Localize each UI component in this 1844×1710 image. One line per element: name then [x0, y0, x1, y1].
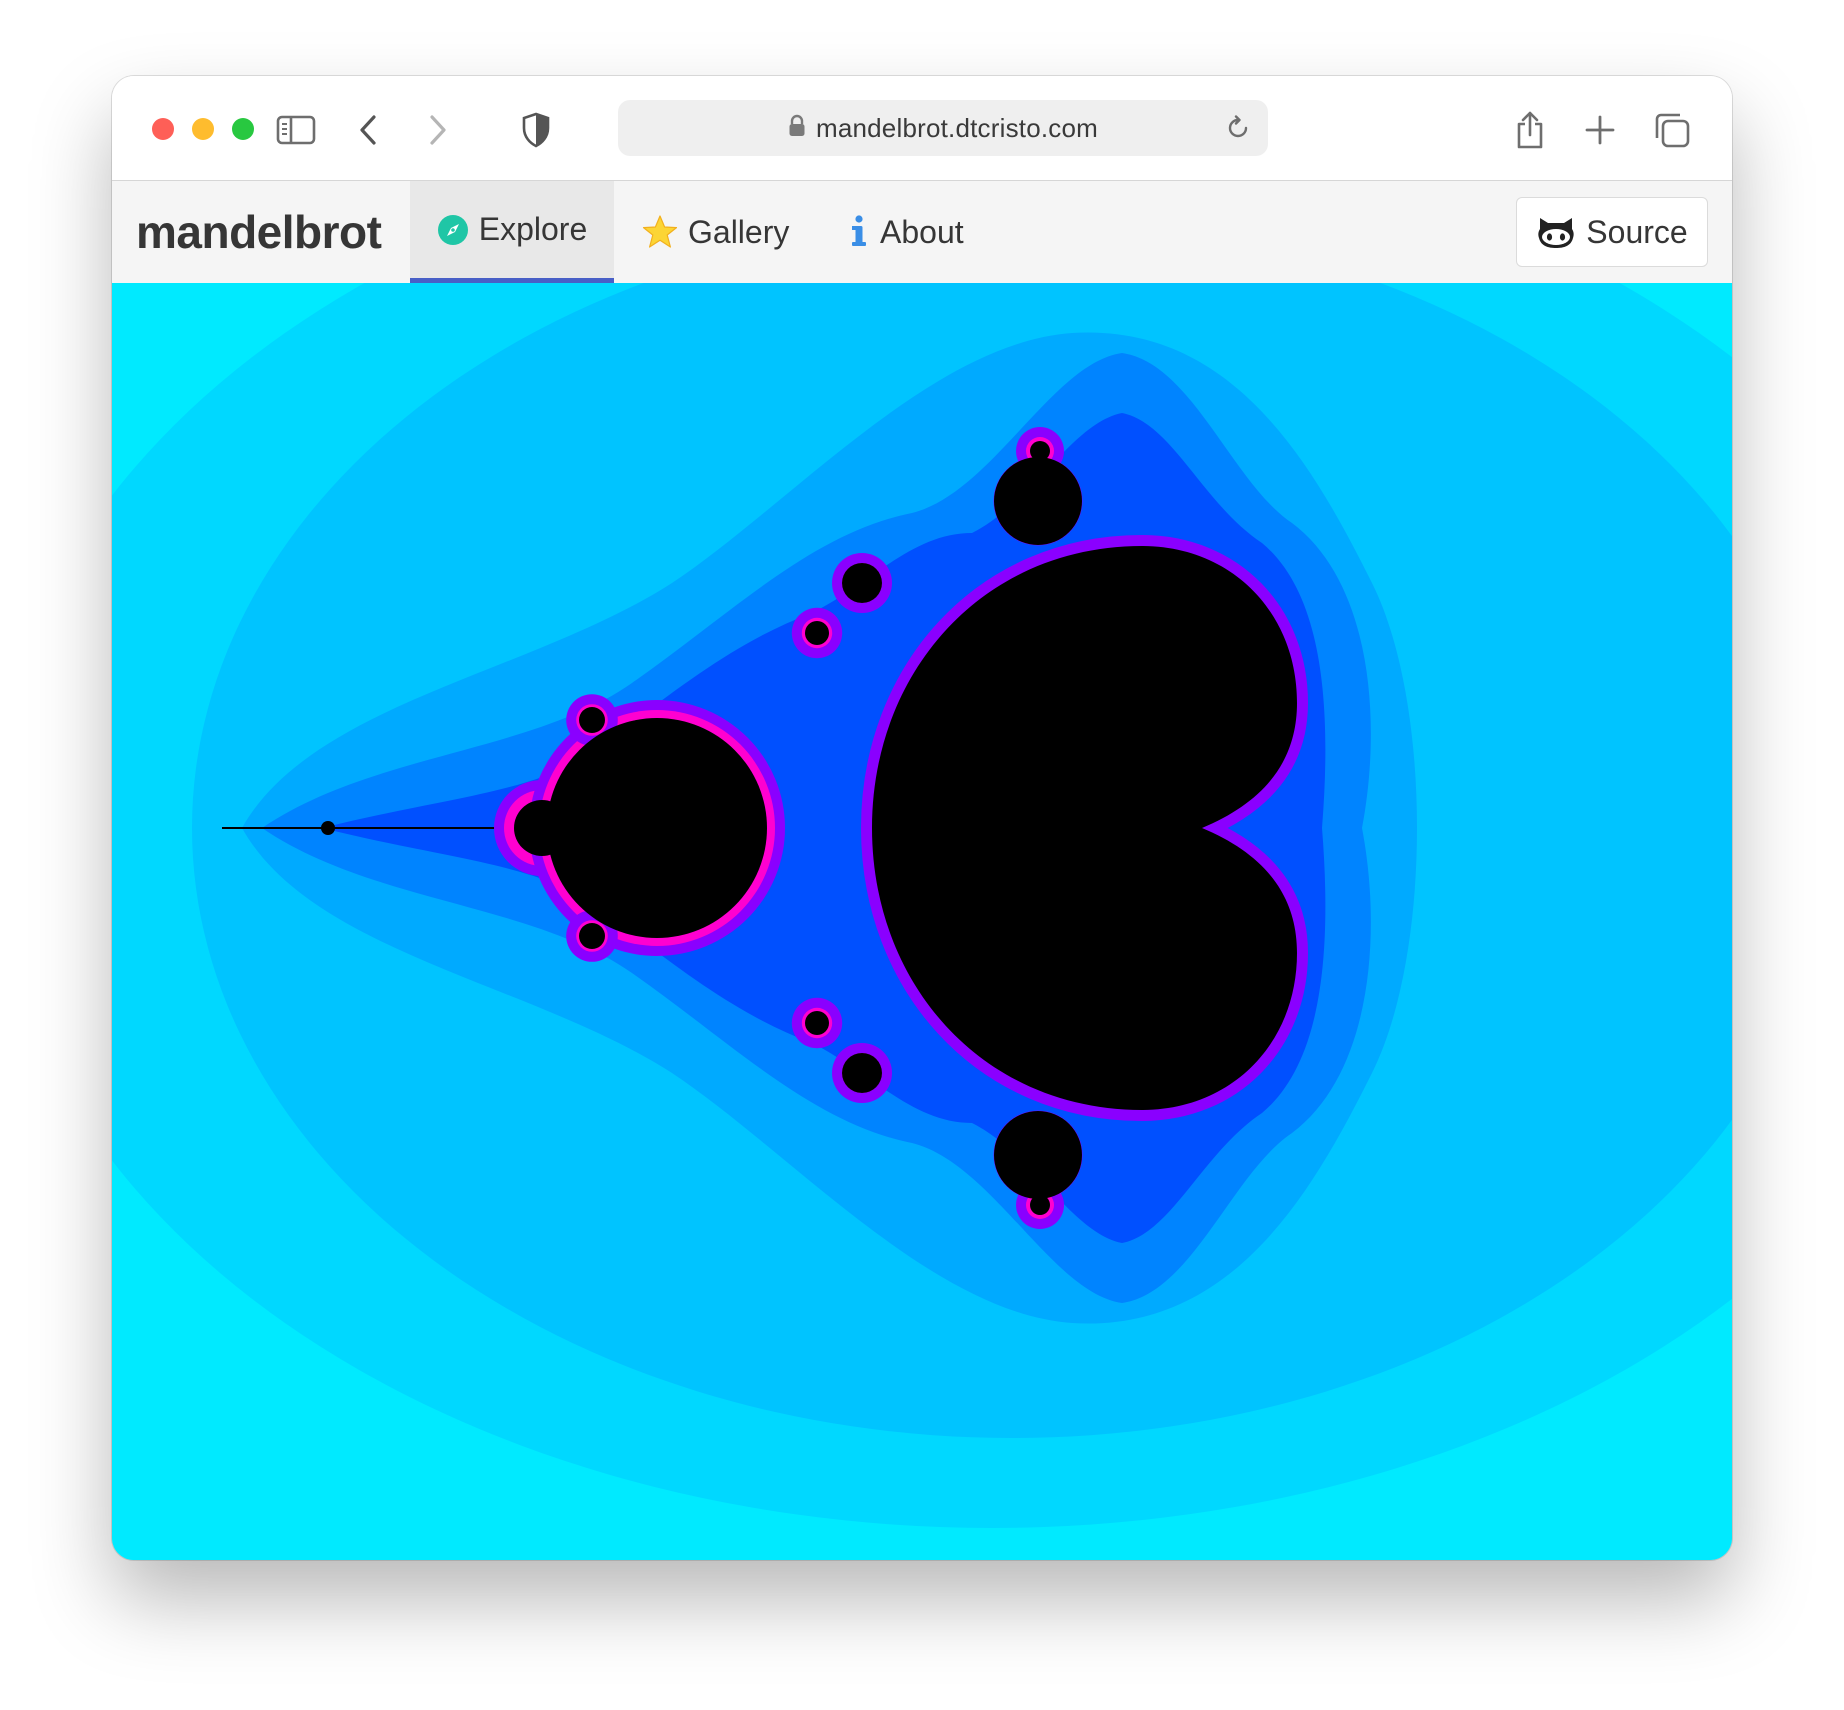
- minor-bulb-interior-3: [842, 1053, 882, 1093]
- source-label: Source: [1586, 213, 1688, 250]
- browser-window: mandelbrot.dtcristo.com mandelbrot Explo…: [112, 76, 1732, 1560]
- period-4-bulb: [514, 800, 570, 856]
- reload-icon[interactable]: [1220, 110, 1256, 146]
- period-2-bulb: [547, 718, 767, 938]
- nav-label: Explore: [478, 211, 588, 247]
- github-icon: [1536, 215, 1576, 249]
- brand-logo[interactable]: mandelbrot: [136, 206, 382, 258]
- chevron-right-icon[interactable]: [416, 108, 460, 152]
- main-cardioid: [872, 546, 1297, 1110]
- lock-icon: [788, 114, 806, 143]
- nav-label: Gallery: [688, 213, 790, 250]
- minor-bulb-interior-5: [1190, 1038, 1234, 1082]
- nav-label: About: [880, 213, 964, 250]
- close-window-button[interactable]: [152, 118, 174, 140]
- mandelbrot-render: [112, 283, 1732, 1560]
- source-button[interactable]: Source: [1516, 197, 1708, 267]
- plus-icon[interactable]: [1578, 108, 1622, 152]
- shield-icon[interactable]: [514, 108, 558, 152]
- minor-bulb-interior-13: [1030, 1195, 1050, 1215]
- chevron-left-icon[interactable]: [346, 108, 390, 152]
- maximize-window-button[interactable]: [232, 118, 254, 140]
- tab-overview-icon[interactable]: [1650, 108, 1694, 152]
- minor-bulb-interior-12: [1030, 441, 1050, 461]
- mandelbrot-canvas[interactable]: [112, 283, 1732, 1560]
- nav-item-explore[interactable]: Explore: [410, 181, 614, 283]
- star-icon: [642, 215, 678, 249]
- info-icon: [848, 214, 870, 250]
- minor-bulb-interior-1: [994, 1111, 1082, 1199]
- compass-icon: [437, 214, 469, 246]
- minor-bulb-interior-4: [1190, 574, 1234, 618]
- share-icon[interactable]: [1508, 108, 1552, 152]
- minor-bulb-interior-10: [579, 707, 605, 733]
- browser-toolbar: mandelbrot.dtcristo.com: [112, 76, 1732, 181]
- nav-item-gallery[interactable]: Gallery: [642, 181, 789, 283]
- minimize-window-button[interactable]: [192, 118, 214, 140]
- site-navbar: mandelbrot Explore Gallery About Source: [112, 181, 1732, 284]
- minor-bulb-interior-11: [579, 923, 605, 949]
- nav-item-about[interactable]: About: [848, 181, 964, 283]
- address-bar[interactable]: mandelbrot.dtcristo.com: [618, 100, 1268, 156]
- minor-bulb-interior-7: [805, 1011, 829, 1035]
- minor-bulb-interior-8: [1242, 666, 1266, 690]
- minor-bulb-interior-9: [1242, 966, 1266, 990]
- minor-bulb-interior-0: [994, 457, 1082, 545]
- minor-bulb-interior-6: [805, 621, 829, 645]
- mini-brot: [321, 821, 335, 835]
- minor-bulb-interior-2: [842, 563, 882, 603]
- url-text: mandelbrot.dtcristo.com: [815, 112, 1099, 143]
- sidebar-icon[interactable]: [274, 108, 318, 152]
